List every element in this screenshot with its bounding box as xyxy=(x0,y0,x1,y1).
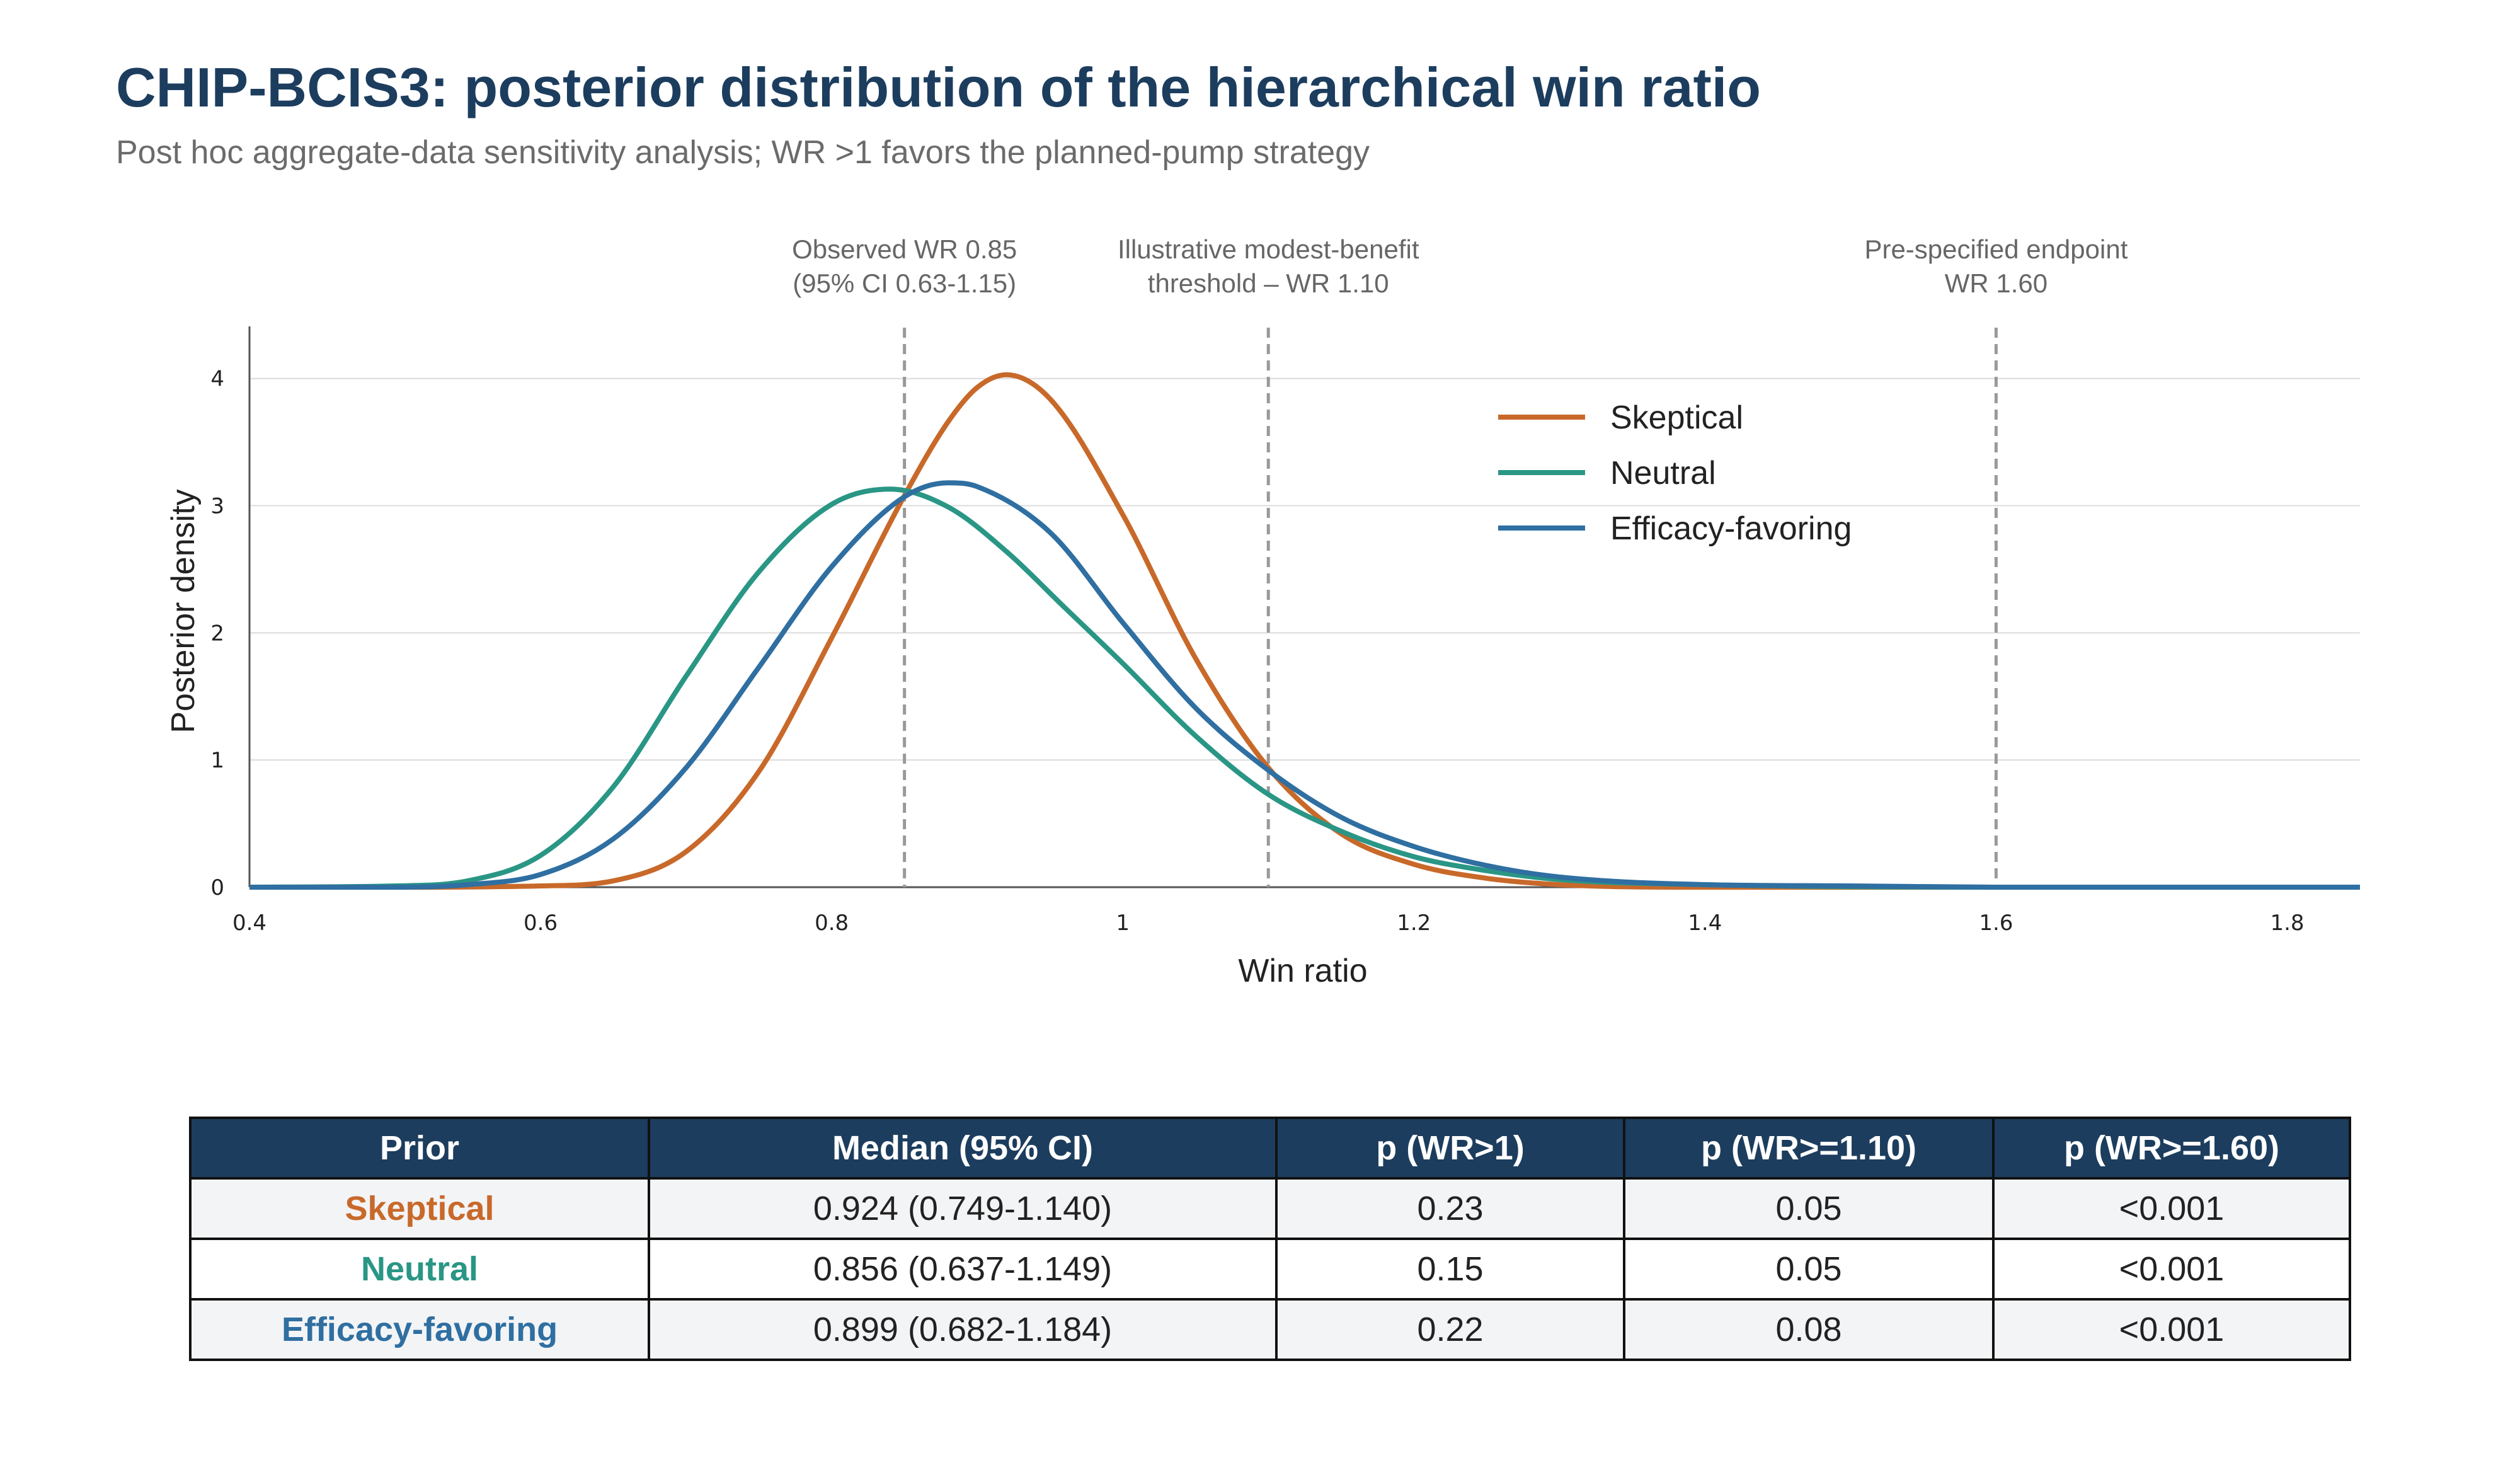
legend-label: Skeptical xyxy=(1610,399,1743,436)
legend: Skeptical Neutral Efficacy-favoring xyxy=(1498,399,1852,547)
series-line-skeptical xyxy=(249,372,2360,890)
reference-annotation: Observed WR 0.85 xyxy=(792,234,1017,264)
x-tick-label: 1.2 xyxy=(1397,911,1431,936)
summary-table: Prior Median (95% CI) p (WR>1) p (WR>=1.… xyxy=(189,1117,2351,1361)
reference-annotation: Pre-specified endpoint xyxy=(1864,234,2128,264)
p-wr-160-cell: <0.001 xyxy=(1992,1238,2351,1301)
page-title: CHIP-BCIS3: posterior distribution of th… xyxy=(116,56,1761,118)
y-tick-label: 2 xyxy=(210,621,224,646)
table-header-row: Prior Median (95% CI) p (WR>1) p (WR>=1.… xyxy=(189,1117,2351,1180)
table-row: Efficacy-favoring 0.899 (0.682-1.184) 0.… xyxy=(189,1298,2351,1361)
x-tick-label: 1.4 xyxy=(1688,911,1722,936)
legend-label: Efficacy-favoring xyxy=(1610,510,1852,547)
prior-cell: Efficacy-favoring xyxy=(189,1298,650,1361)
legend-label: Neutral xyxy=(1610,455,1716,491)
header-p-wr-110: p (WR>=1.10) xyxy=(1623,1117,1995,1180)
ytick-labels: 0 1 2 3 4 xyxy=(210,326,2360,900)
y-axis-title: Posterior density xyxy=(165,489,202,733)
p-wr-110-cell: 0.05 xyxy=(1623,1177,1995,1240)
reference-annotation: Illustrative modest-benefit xyxy=(1118,234,1419,264)
x-tick-label: 1 xyxy=(1116,911,1130,936)
p-wr-160-cell: <0.001 xyxy=(1992,1298,2351,1361)
p-wr-110-cell: 0.05 xyxy=(1623,1238,1995,1301)
header-p-wr-160: p (WR>=1.60) xyxy=(1992,1117,2351,1180)
reference-annotation: (95% CI 0.63-1.15) xyxy=(793,268,1016,298)
p-wr-1-cell: 0.23 xyxy=(1275,1177,1625,1240)
table-row: Skeptical 0.924 (0.749-1.140) 0.23 0.05 … xyxy=(189,1177,2351,1240)
median-cell: 0.924 (0.749-1.140) xyxy=(648,1177,1278,1240)
reference-annotation: threshold – WR 1.10 xyxy=(1148,268,1389,298)
x-tick-label: 0.8 xyxy=(815,911,849,936)
x-tick-label: 1.6 xyxy=(1979,911,2013,936)
y-tick-label: 0 xyxy=(210,875,224,900)
x-tick-label: 1.8 xyxy=(2270,911,2304,936)
series-lines xyxy=(249,372,2360,890)
density-chart: 0 1 2 3 4 0.4 0.6 0.8 1 1.2 1.4 1.6 1.8 Observed WR… xyxy=(165,234,2360,989)
p-wr-1-cell: 0.15 xyxy=(1275,1238,1625,1301)
p-wr-110-cell: 0.08 xyxy=(1623,1298,1995,1361)
x-axis-title: Win ratio xyxy=(1238,953,1367,989)
y-tick-label: 1 xyxy=(210,748,224,773)
page-subtitle: Post hoc aggregate-data sensitivity anal… xyxy=(116,134,1370,171)
header-median: Median (95% CI) xyxy=(648,1117,1278,1180)
series-line-efficacy-favoring xyxy=(249,480,2360,890)
prior-cell: Skeptical xyxy=(189,1177,650,1240)
y-tick-label: 3 xyxy=(210,494,224,519)
x-tick-label: 0.6 xyxy=(524,911,558,936)
header-p-wr-1: p (WR>1) xyxy=(1275,1117,1625,1180)
median-cell: 0.899 (0.682-1.184) xyxy=(648,1298,1278,1361)
header-prior: Prior xyxy=(189,1117,650,1180)
series-line-neutral xyxy=(249,486,2360,890)
p-wr-160-cell: <0.001 xyxy=(1992,1177,2351,1240)
reference-annotation: WR 1.60 xyxy=(1945,268,2048,298)
table-row: Neutral 0.856 (0.637-1.149) 0.15 0.05 <0… xyxy=(189,1238,2351,1301)
x-tick-label: 0.4 xyxy=(232,911,266,936)
xtick-labels: 0.4 0.6 0.8 1 1.2 1.4 1.6 1.8 xyxy=(232,911,2305,936)
p-wr-1-cell: 0.22 xyxy=(1275,1298,1625,1361)
prior-cell: Neutral xyxy=(189,1238,650,1301)
y-tick-label: 4 xyxy=(210,367,224,392)
reference-lines: Observed WR 0.85 (95% CI 0.63-1.15) Illust… xyxy=(792,234,2128,887)
median-cell: 0.856 (0.637-1.149) xyxy=(648,1238,1278,1301)
